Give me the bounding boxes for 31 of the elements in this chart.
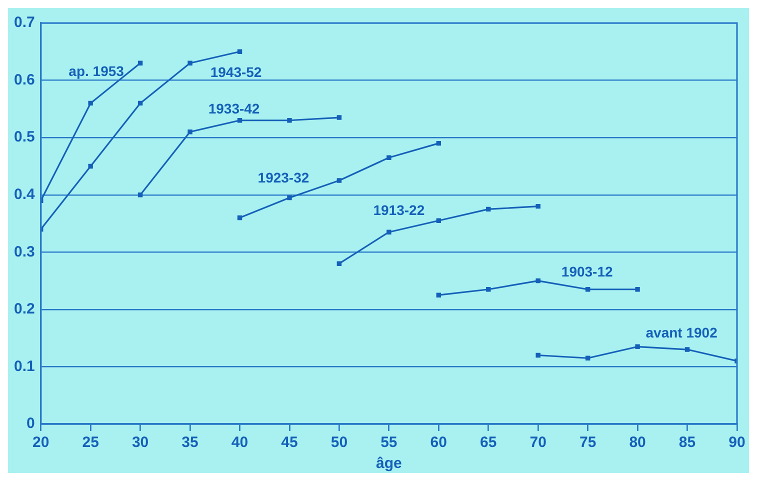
x-tick-label: 65 xyxy=(480,434,497,452)
y-tick-label: 0.7 xyxy=(14,14,35,32)
x-tick-label: 60 xyxy=(430,434,447,452)
series-label: 1923-32 xyxy=(258,170,310,186)
x-tick-label: 80 xyxy=(629,434,646,452)
series-label: ap. 1953 xyxy=(68,62,124,79)
x-axis-title: âge xyxy=(376,455,402,472)
x-tick-label: 40 xyxy=(231,434,248,452)
x-tick-label: 35 xyxy=(182,434,198,452)
y-tick-label: 0.5 xyxy=(14,128,35,146)
x-tick-label: 90 xyxy=(728,434,746,452)
x-tick-label: 55 xyxy=(380,434,398,452)
x-tick-label: 85 xyxy=(678,434,696,452)
y-tick-label: 0.2 xyxy=(14,300,35,318)
x-tick-label: 50 xyxy=(330,434,348,452)
series-label: avant 1902 xyxy=(646,324,718,341)
x-tick-label: 20 xyxy=(32,434,50,452)
x-tick-label: 45 xyxy=(281,434,298,452)
y-tick-label: 0.4 xyxy=(14,186,36,203)
series-label: 1903-12 xyxy=(561,264,613,280)
series-label: 1933-42 xyxy=(208,100,260,117)
x-tick-label: 75 xyxy=(579,434,596,452)
x-tick-label: 70 xyxy=(530,434,546,452)
x-tick-label: 25 xyxy=(82,434,99,452)
series-label: 1913-22 xyxy=(373,202,425,218)
y-tick-label: 0 xyxy=(26,415,35,432)
y-tick-label: 0.1 xyxy=(14,358,35,375)
x-tick-label: 30 xyxy=(132,434,149,452)
y-tick-label: 0.6 xyxy=(14,71,35,88)
series-label: 1943-52 xyxy=(210,64,262,80)
y-tick-label: 0.3 xyxy=(14,243,35,260)
